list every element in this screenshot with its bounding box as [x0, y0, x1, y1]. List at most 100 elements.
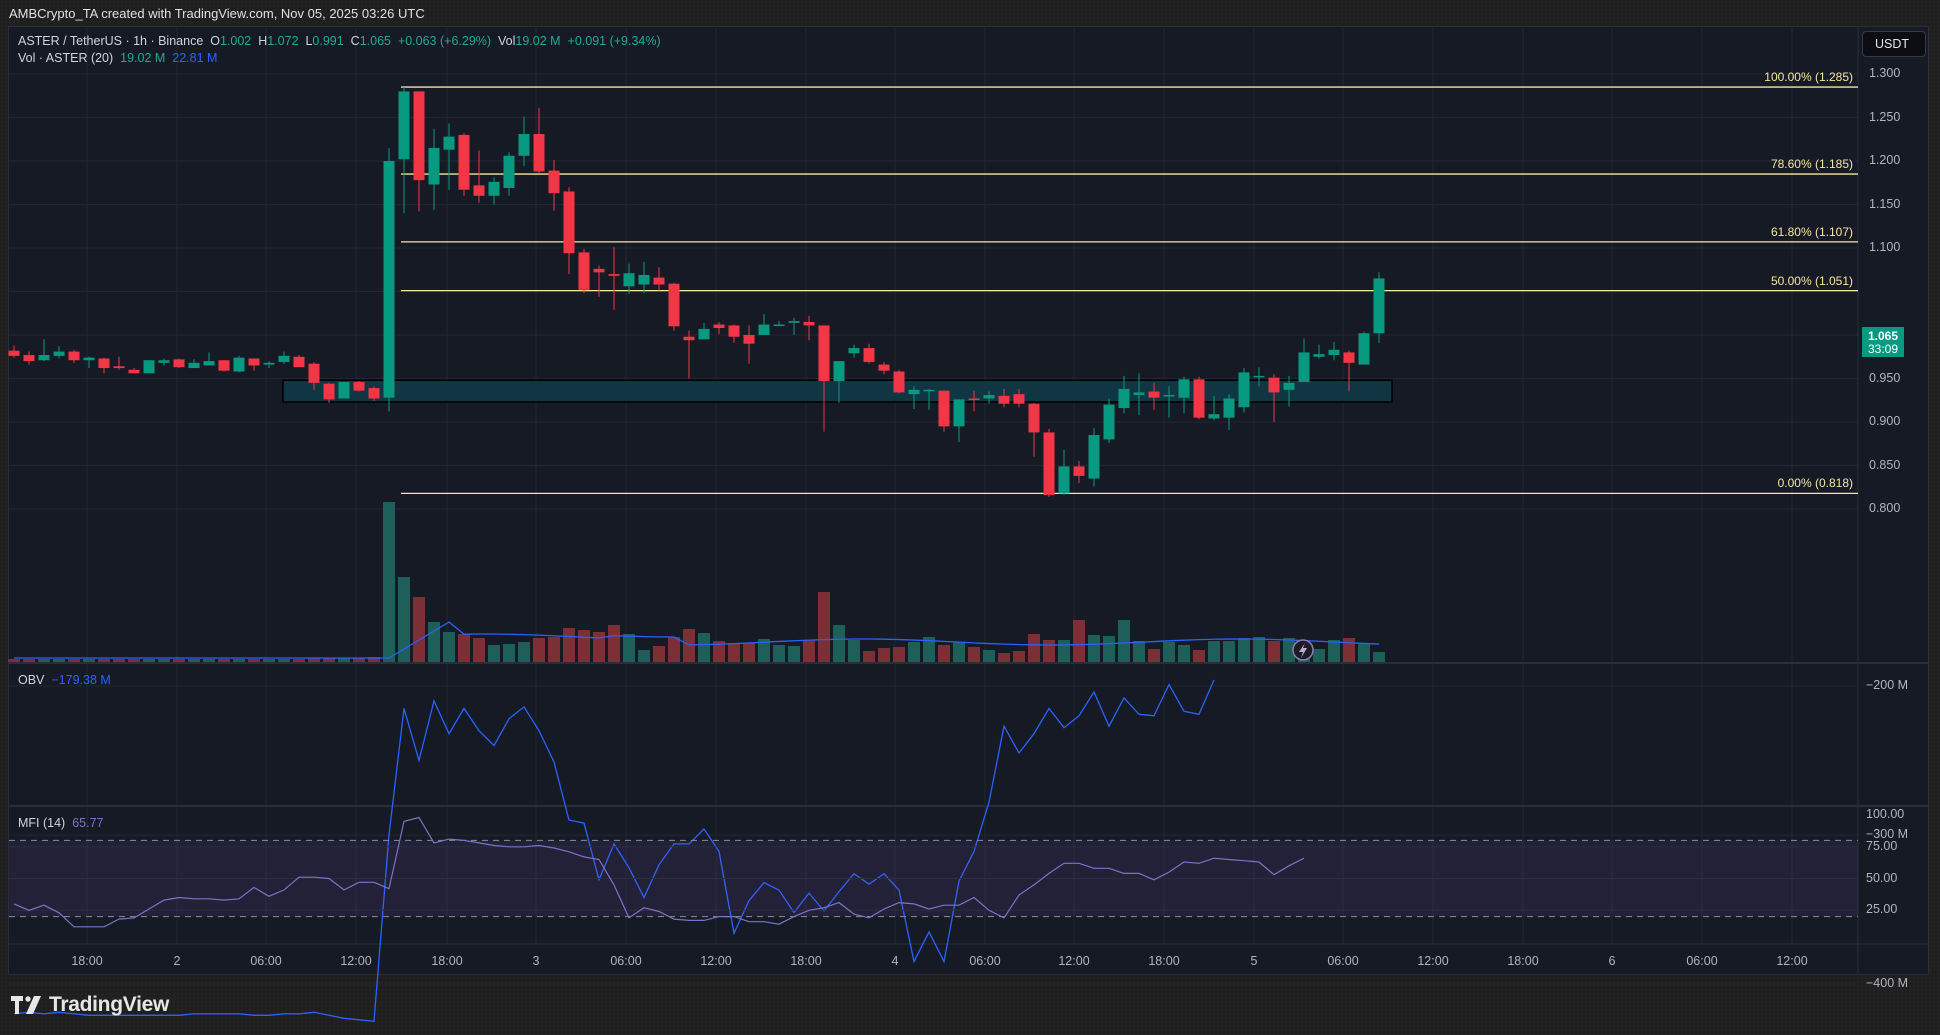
candle-body [818, 325, 830, 382]
volume-bar [1313, 649, 1325, 662]
candle-body [68, 351, 80, 361]
candle-body [428, 147, 440, 185]
candle-body [308, 363, 320, 383]
candle-body [473, 185, 485, 196]
candle-body [1328, 349, 1340, 356]
symbol-legend: ASTER / TetherUS · 1h · Binance O1.002 H… [18, 34, 661, 48]
time-tick-label: 18:00 [1148, 954, 1180, 968]
volume-value: 19.02 M [515, 34, 561, 48]
candle-body [443, 136, 455, 150]
volume-bar [173, 659, 185, 662]
volume-bar [983, 650, 995, 662]
volume-ma-value: 22.81 M [172, 51, 218, 65]
candle-body [353, 381, 365, 391]
volume-bar [503, 644, 515, 662]
volume-indicator-title[interactable]: Vol · ASTER (20) [18, 51, 114, 65]
volume-bar [1163, 642, 1175, 662]
price-tick-label: 1.200 [1869, 153, 1901, 167]
lightning-icon [1299, 643, 1307, 658]
volume-bar [323, 658, 335, 662]
candle-body [113, 366, 125, 369]
candle-body [143, 360, 155, 374]
fib-level-label: 50.00% (1.051) [1770, 273, 1853, 288]
volume-bar [368, 657, 380, 662]
close-value: 1.065 [359, 34, 391, 48]
candle-body [173, 359, 185, 368]
open-value: 1.002 [219, 34, 252, 48]
candle-body [983, 395, 995, 399]
candle-body [1148, 391, 1160, 398]
candle-body [1253, 375, 1265, 378]
candle-body [1313, 354, 1325, 357]
candle-body [1058, 466, 1070, 494]
volume-bar [863, 651, 875, 662]
candle-body [338, 381, 350, 399]
time-tick-label: 3 [532, 954, 540, 968]
volume-bar [398, 577, 410, 662]
mfi-title[interactable]: MFI (14) [18, 816, 66, 830]
volume-bar [1253, 637, 1265, 662]
last-price: 1.065 [1867, 329, 1899, 343]
volume-bar [1118, 620, 1130, 662]
obv-title[interactable]: OBV [18, 673, 45, 687]
candle-body [758, 324, 770, 335]
chart-credit: AMBCrypto_TA created with TradingView.co… [9, 6, 425, 21]
time-tick-label: 5 [1250, 954, 1258, 968]
time-tick-label: 12:00 [1058, 954, 1090, 968]
candle-body [188, 362, 200, 369]
volume-bar [923, 637, 935, 662]
candle-body [398, 91, 410, 160]
chart-frame[interactable] [8, 26, 1929, 975]
volume-bar [773, 645, 785, 662]
obv-legend: OBV −179.38 M [18, 673, 111, 687]
volume-bar [1073, 620, 1085, 662]
volume-bar [308, 658, 320, 662]
candle-body [1103, 404, 1115, 440]
mfi-legend: MFI (14) 65.77 [18, 816, 103, 830]
candle-body [908, 389, 920, 395]
candle-body [833, 361, 845, 382]
obv-tick-label: −400 M [1866, 976, 1909, 990]
mfi-line [13, 816, 1305, 928]
volume-bar [788, 646, 800, 662]
price-tick-label: 0.800 [1869, 501, 1901, 515]
candle-body [1088, 435, 1100, 479]
candle-body [578, 252, 590, 290]
candle-body [8, 350, 20, 356]
obv-tick-label: −200 M [1866, 678, 1909, 692]
volume-bar [1103, 636, 1115, 662]
candle-body [53, 351, 65, 356]
volume-bar [1028, 634, 1040, 662]
candle-body [1343, 352, 1355, 363]
volume-bar [158, 659, 170, 662]
volume-bar [1178, 645, 1190, 662]
volume-bar [1328, 640, 1340, 662]
fib-level-label: 0.00% (0.818) [1777, 476, 1853, 491]
volume-bar [413, 597, 425, 662]
symbol-title[interactable]: ASTER / TetherUS · 1h · Binance [18, 34, 204, 48]
time-tick-label: 18:00 [71, 954, 103, 968]
volume-bar [1358, 643, 1370, 662]
volume-bar [1088, 635, 1100, 662]
time-tick-label: 4 [891, 954, 899, 968]
price-tick-label: 0.900 [1869, 414, 1901, 428]
obv-value: −179.38 M [51, 673, 111, 687]
volume-bar [353, 658, 365, 662]
volume-bar [68, 659, 80, 662]
tradingview-brand: TradingView [49, 993, 170, 1016]
volume-bar [878, 648, 890, 662]
volume-bar [1223, 641, 1235, 662]
currency-button[interactable]: USDT [1862, 31, 1926, 57]
candle-body [1118, 388, 1130, 409]
candle-body [1043, 432, 1055, 496]
time-tick-label: 18:00 [1507, 954, 1539, 968]
tradingview-logo[interactable]: TradingView [11, 993, 169, 1017]
candle-body [518, 134, 530, 156]
candle-body [1178, 379, 1190, 398]
mfi-tick-label: 100.00 [1866, 807, 1905, 821]
time-tick-label: 12:00 [1417, 954, 1449, 968]
candle-body [413, 91, 425, 181]
volume-bar [23, 659, 35, 662]
time-tick-label: 06:00 [969, 954, 1001, 968]
